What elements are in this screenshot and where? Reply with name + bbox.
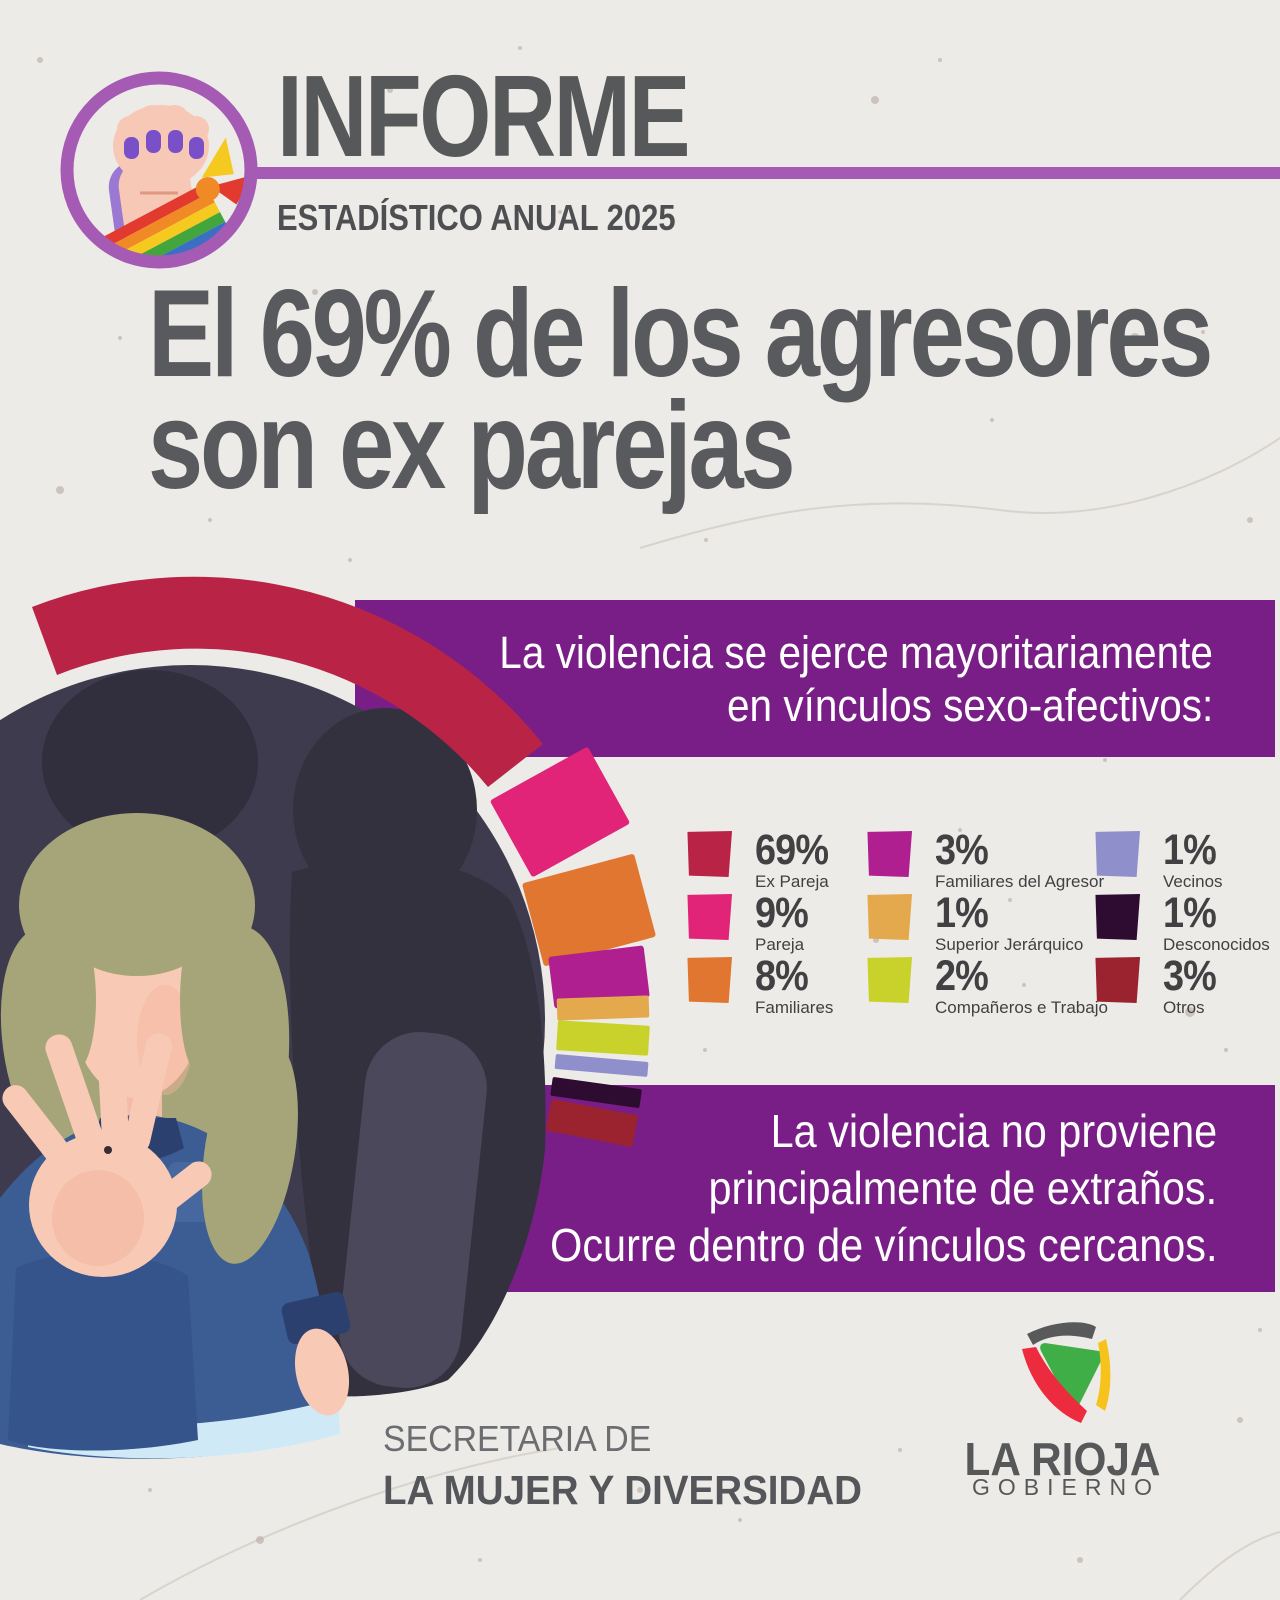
legend-swatch-companeros-trabajo xyxy=(867,957,913,1003)
raised-hand xyxy=(2,1016,212,1277)
segment-familiares xyxy=(522,854,656,966)
legend-swatch-familiares-agresor xyxy=(867,831,913,877)
legend-swatch-vecinos xyxy=(1095,831,1141,877)
legend-item-familiares: 8% Familiares xyxy=(685,955,838,1017)
org-line-1: SECRETARIA DE xyxy=(383,1418,652,1459)
org-signature: SECRETARIA DE LA MUJER Y DIVERSIDAD xyxy=(383,1418,893,1514)
legend-swatch-ex-pareja xyxy=(687,831,733,877)
banner-bottom-line-3: Ocurre dentro de vínculos cercanos. xyxy=(549,1219,1217,1271)
legend-item-companeros-trabajo: 2% Compañeros e Trabajo xyxy=(865,955,1108,1017)
legend-column-1: 69% Ex Pareja 9% Pareja 8% Familiares xyxy=(685,829,838,1020)
gov-name: LA RIOJA xyxy=(964,1433,1160,1485)
raised-fist-rainbow-bandana-icon xyxy=(52,63,268,279)
legend-item-superior-jerarquico: 1% Superior Jerárquico xyxy=(865,892,1108,954)
legend-swatch-familiares xyxy=(687,957,733,1003)
gov-subname: GOBIERNO xyxy=(972,1474,1160,1500)
headline-line-2: son ex parejas xyxy=(148,377,796,515)
header-divider-line xyxy=(255,167,1280,179)
banner-violence-links: La violencia se ejerce mayoritariamente … xyxy=(355,600,1275,757)
legend-swatch-superior-jerarquico xyxy=(867,894,913,940)
segment-familiares-agresor xyxy=(548,945,650,1009)
main-headline: El 69% de los agresores son ex parejas xyxy=(148,265,1280,515)
segment-companeros-trabajo xyxy=(556,1020,650,1056)
legend-swatch-pareja xyxy=(687,894,733,940)
segment-pareja xyxy=(490,747,630,877)
headline-line-1: El 69% de los agresores xyxy=(148,265,1213,403)
banner-bottom-line-2: principalmente de extraños. xyxy=(708,1162,1217,1214)
banner-top-line-2: en vínculos sexo-afectivos: xyxy=(726,679,1213,731)
report-subtitle: ESTADÍSTICO ANUAL 2025 xyxy=(277,197,676,238)
segment-superior-jerarquico xyxy=(556,995,650,1021)
legend-column-3: 1% Vecinos 1% Desconocidos 3% Otros xyxy=(1093,829,1270,1020)
legend-item-ex-pareja: 69% Ex Pareja xyxy=(685,829,838,891)
org-line-2: LA MUJER Y DIVERSIDAD xyxy=(383,1467,862,1513)
report-title: INFORME xyxy=(277,51,690,181)
legend-column-2: 3% Familiares del Agresor 1% Superior Je… xyxy=(865,829,1108,1020)
la-rioja-government-emblem-icon xyxy=(1012,1318,1128,1424)
banner-top-line-1: La violencia se ejerce mayoritariamente xyxy=(499,626,1213,678)
woman-stop-gesture-illustration xyxy=(0,813,351,1459)
legend-swatch-desconocidos xyxy=(1095,894,1141,940)
legend-item-otros: 3% Otros xyxy=(1093,955,1270,1017)
legend-item-familiares-agresor: 3% Familiares del Agresor xyxy=(865,829,1108,891)
banner-violence-close-ties: La violencia no proviene principalmente … xyxy=(340,1085,1275,1292)
legend-item-pareja: 9% Pareja xyxy=(685,892,838,954)
legend-item-desconocidos: 1% Desconocidos xyxy=(1093,892,1270,954)
segment-vecinos xyxy=(554,1054,649,1077)
legend-swatch-otros xyxy=(1095,957,1141,1003)
legend-item-vecinos: 1% Vecinos xyxy=(1093,829,1270,891)
banner-bottom-line-1: La violencia no proviene xyxy=(770,1105,1217,1157)
